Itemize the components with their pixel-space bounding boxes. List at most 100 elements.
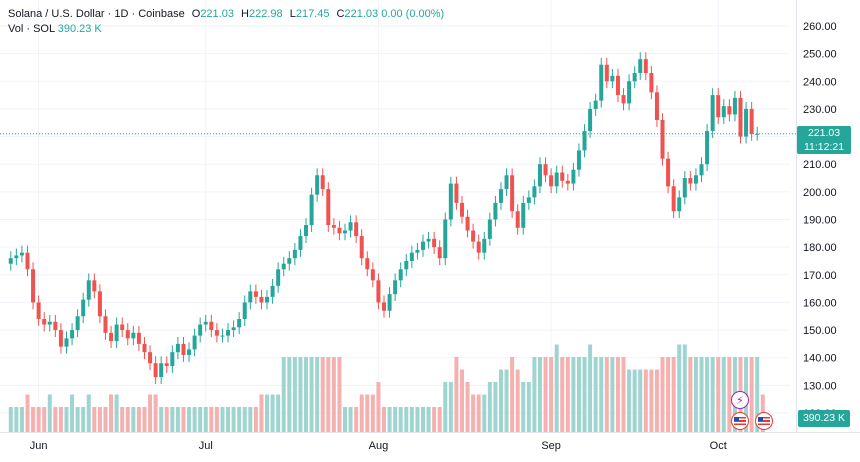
candle[interactable]	[677, 197, 682, 212]
candle[interactable]	[448, 183, 453, 220]
candle[interactable]	[203, 321, 208, 325]
candle[interactable]	[565, 180, 570, 184]
candle[interactable]	[103, 316, 108, 333]
candle[interactable]	[8, 258, 13, 264]
candle[interactable]	[31, 269, 36, 303]
candle[interactable]	[571, 169, 576, 184]
candle[interactable]	[326, 189, 331, 226]
candle[interactable]	[554, 172, 559, 187]
candle[interactable]	[682, 178, 687, 198]
candle[interactable]	[459, 202, 464, 217]
candle[interactable]	[465, 216, 470, 231]
candle[interactable]	[253, 291, 258, 297]
candle[interactable]	[348, 222, 353, 231]
candle[interactable]	[732, 97, 737, 115]
candle[interactable]	[671, 186, 676, 212]
candle[interactable]	[632, 72, 637, 82]
candle[interactable]	[532, 186, 537, 198]
candle[interactable]	[649, 72, 654, 93]
us-flag-event-icon[interactable]	[731, 412, 749, 430]
candle[interactable]	[343, 230, 348, 234]
candle[interactable]	[443, 219, 448, 259]
candle[interactable]	[599, 64, 604, 101]
candle[interactable]	[281, 263, 286, 270]
candle[interactable]	[560, 172, 565, 181]
candle[interactable]	[47, 321, 52, 325]
candle[interactable]	[164, 363, 169, 367]
candle[interactable]	[498, 189, 503, 203]
candle[interactable]	[287, 258, 292, 264]
candle[interactable]	[136, 332, 141, 344]
candle[interactable]	[187, 349, 192, 355]
candle[interactable]	[537, 164, 542, 187]
candle[interactable]	[393, 280, 398, 295]
candle[interactable]	[365, 258, 370, 270]
candle[interactable]	[615, 75, 620, 96]
candle[interactable]	[738, 97, 743, 137]
candle[interactable]	[504, 175, 509, 190]
candle[interactable]	[198, 324, 203, 336]
candle[interactable]	[510, 175, 515, 212]
candle[interactable]	[432, 238, 437, 248]
candle[interactable]	[710, 95, 715, 132]
candle[interactable]	[638, 59, 643, 73]
candle[interactable]	[181, 343, 186, 355]
candle[interactable]	[292, 249, 297, 259]
candle[interactable]	[454, 183, 459, 203]
candle[interactable]	[604, 64, 609, 82]
candle[interactable]	[521, 202, 526, 228]
candle[interactable]	[660, 119, 665, 159]
candle[interactable]	[610, 75, 615, 82]
candle[interactable]	[315, 175, 320, 195]
candle[interactable]	[415, 249, 420, 253]
candle[interactable]	[19, 252, 24, 256]
candle[interactable]	[716, 95, 721, 118]
candle[interactable]	[259, 296, 264, 303]
candle[interactable]	[309, 194, 314, 226]
candle[interactable]	[387, 294, 392, 311]
candle[interactable]	[237, 319, 242, 328]
candle[interactable]	[643, 59, 648, 73]
candle[interactable]	[97, 291, 102, 317]
candle[interactable]	[226, 330, 231, 336]
candle[interactable]	[120, 324, 125, 331]
candle[interactable]	[493, 202, 498, 220]
candle[interactable]	[409, 252, 414, 261]
candle[interactable]	[270, 285, 275, 297]
candle[interactable]	[64, 338, 69, 347]
candle[interactable]	[153, 363, 158, 378]
candle[interactable]	[114, 324, 119, 342]
candle[interactable]	[376, 280, 381, 303]
candle[interactable]	[36, 302, 41, 320]
symbol-title[interactable]: Solana / U.S. Dollar · 1D · Coinbase	[8, 8, 185, 20]
candle[interactable]	[131, 332, 136, 339]
candle[interactable]	[688, 178, 693, 184]
candle[interactable]	[621, 95, 626, 104]
candle[interactable]	[109, 332, 114, 342]
candle[interactable]	[354, 222, 359, 237]
candle[interactable]	[476, 241, 481, 253]
candle[interactable]	[42, 319, 47, 325]
candle[interactable]	[721, 106, 726, 118]
candle[interactable]	[582, 131, 587, 151]
candle[interactable]	[86, 280, 91, 300]
candle[interactable]	[755, 133, 760, 135]
candle[interactable]	[220, 335, 225, 337]
candle[interactable]	[627, 81, 632, 104]
candle[interactable]	[543, 164, 548, 176]
candle[interactable]	[588, 108, 593, 132]
candle[interactable]	[159, 363, 164, 378]
candle[interactable]	[699, 164, 704, 176]
candle[interactable]	[75, 316, 80, 331]
candle[interactable]	[320, 175, 325, 190]
candle[interactable]	[654, 92, 659, 120]
volume-label[interactable]: Vol · SOL	[8, 23, 55, 35]
candle[interactable]	[487, 219, 492, 239]
candle[interactable]	[231, 327, 236, 331]
candle[interactable]	[248, 291, 253, 303]
candle[interactable]	[526, 197, 531, 203]
candle[interactable]	[170, 352, 175, 367]
candle[interactable]	[370, 269, 375, 281]
candle[interactable]	[420, 241, 425, 250]
